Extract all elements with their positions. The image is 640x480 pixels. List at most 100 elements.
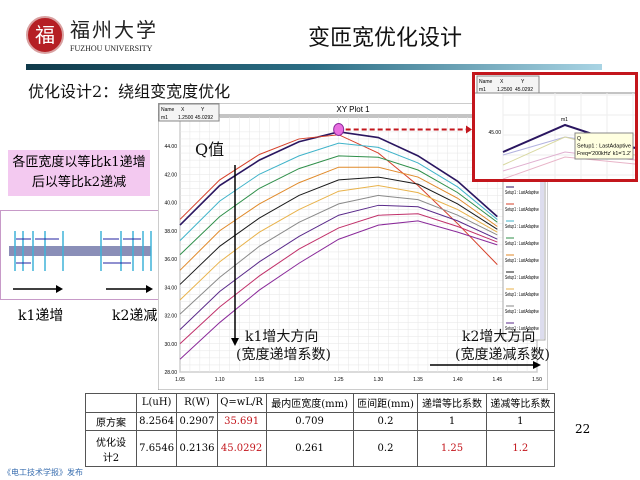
y-tick-label: 36.00 — [164, 257, 177, 263]
x-tick-label: 1.50 — [532, 377, 542, 383]
legend: Setup1 : LastAdaptive Setup1 : LastAdapti… — [502, 179, 546, 341]
legend-entry: Setup1 : LastAdaptive — [505, 258, 539, 264]
slide-title: 变匝宽优化设计 — [307, 26, 462, 51]
table-header — [85, 393, 137, 413]
marker-table-box — [158, 103, 220, 122]
university-name-en: FUZHOU UNIVERSITY — [70, 44, 153, 53]
zoom-inset-svg: Name X Ym1 1.2500 45.0292 45.00 m1 Q Setup1 : La… — [475, 75, 636, 180]
table-row: 原方案 8.2564 0.2907 35.691 0.709 0.2 1 1 — [85, 411, 556, 432]
marker-table-cell: 45.0292 — [195, 115, 213, 121]
marker-table-header: Name — [161, 107, 175, 113]
legend-entry: Setup1 : LastAdaptive — [505, 292, 539, 298]
x-tick-label: 1.20 — [294, 377, 304, 383]
marker-table-header: X — [500, 79, 504, 85]
inset-marker-table — [476, 75, 540, 94]
series-line — [179, 194, 498, 315]
k1-down-arrow-head — [231, 338, 239, 346]
note-line-1: 各匝宽度以等比k1递增 — [12, 155, 146, 170]
table-header: 递增等比系数 — [417, 393, 487, 413]
y-tick-label: 30.00 — [164, 342, 177, 348]
inset-tooltip-line: Setup1 : LastAdaptive — [577, 144, 631, 150]
x-tick-label: 1.15 — [254, 377, 264, 383]
y-tick-label: 32.00 — [164, 314, 177, 320]
table-header: 匝间距(mm) — [352, 393, 419, 413]
q-value-label: Q值 — [195, 140, 225, 159]
x-tick-label: 1.10 — [215, 377, 225, 383]
y-tick-label: 44.00 — [164, 144, 177, 150]
k2-direction-label: k2增大方向 — [462, 329, 536, 345]
k2-right-arrow-head — [533, 361, 541, 369]
table-cell: 0.2136 — [176, 430, 218, 467]
header-divider — [26, 64, 602, 70]
series-line — [179, 185, 498, 301]
y-tick-label: 28.00 — [164, 370, 177, 376]
legend-entry: Setup1 : LastAdaptive — [505, 190, 539, 196]
legend-entry: Setup1 : LastAdaptive — [505, 275, 539, 281]
y-tick-label: 38.00 — [164, 229, 177, 235]
x-tick-label: 1.25 — [334, 377, 344, 383]
legend-entry: Setup1 : LastAdaptive — [505, 309, 539, 315]
table-header: R(W) — [176, 393, 218, 413]
table-header: L(uH) — [135, 393, 178, 413]
slide-subtitle: 优化设计2：绕组变宽度优化 — [28, 82, 231, 101]
marker-table-cell: m1 — [161, 115, 168, 121]
table-cell: 0.2907 — [176, 411, 218, 432]
y-tick-label: 34.00 — [164, 285, 177, 291]
marker-table-cell: m1 — [479, 87, 486, 93]
table-cell: 8.2564 — [135, 411, 178, 432]
legend-entry: Setup1 : LastAdaptive — [505, 207, 539, 213]
table-cell: 1 — [417, 411, 487, 432]
inset-tooltip-line: Freq='200kHz' k1='1.2' — [577, 151, 631, 157]
table-cell: 7.6546 — [135, 430, 178, 467]
footer-credit: 《电工技术学报》发布 — [3, 468, 83, 477]
inset-series-line — [502, 156, 636, 180]
marker-table: Name X Ym1 1.2500 45.0292 — [158, 103, 220, 122]
marker-table-cell: 1.2500 — [178, 115, 194, 121]
table-cell: 优化设计2 — [85, 430, 137, 467]
x-tick-label: 1.40 — [453, 377, 463, 383]
inset-tooltip — [574, 132, 634, 160]
method-note: 各匝宽度以等比k1递增 后以等比k2递减 — [8, 150, 150, 196]
y-tick-label: 42.00 — [164, 172, 177, 178]
table-cell: 1.2 — [485, 430, 556, 467]
dashed-arrow-head — [466, 125, 472, 134]
winding-diagram — [0, 210, 160, 300]
table-cell: 0.2 — [352, 430, 419, 467]
y-tick-label: 40.00 — [164, 201, 177, 207]
table-header: 递减等比系数 — [485, 393, 556, 413]
series-line — [179, 166, 498, 271]
marker-table-header: Y — [521, 79, 525, 85]
table-cell: 35.691 — [216, 411, 267, 432]
m1-marker — [333, 122, 345, 136]
inset-marker-label: m1 — [561, 117, 568, 123]
table-row: 优化设计2 7.6546 0.2136 45.0292 0.261 0.2 1.… — [85, 430, 556, 467]
university-logo: 福 福州大学 FUZHOU UNIVERSITY — [26, 14, 156, 58]
winding-diagram-graphic — [9, 231, 153, 293]
university-seal: 福 — [26, 16, 64, 54]
k2-decrease-label: k2递减 — [112, 308, 158, 324]
k1-direction-desc: (宽度递增系数) — [236, 347, 331, 363]
x-tick-label: 1.30 — [373, 377, 383, 383]
marker-table-header: X — [181, 107, 185, 113]
k2-direction-desc: (宽度递减系数) — [455, 347, 550, 363]
table-header: 最内匝宽度(mm) — [265, 393, 354, 413]
inset-tooltip-line: Q — [577, 136, 581, 142]
k1-increase-label: k1递增 — [18, 308, 64, 324]
inset-y-tick: 45.00 — [488, 130, 501, 136]
x-tick-label: 1.05 — [175, 377, 185, 383]
table-cell: 1 — [485, 411, 556, 432]
table-cell: 45.0292 — [216, 430, 267, 467]
series-line — [179, 220, 498, 360]
table-cell: 0.709 — [265, 411, 354, 432]
table-header: Q=wL/R — [216, 393, 267, 413]
series-line — [179, 204, 498, 330]
marker-table-cell: 1.2500 — [497, 87, 513, 93]
table-cell: 1.25 — [417, 430, 487, 467]
chart-title: XY Plot 1 — [336, 105, 370, 114]
table-cell: 原方案 — [85, 411, 137, 432]
legend-entry: Setup1 : LastAdaptive — [505, 326, 539, 332]
table-cell: 0.261 — [265, 430, 354, 467]
university-name: 福州大学 — [70, 18, 158, 42]
legend-entry: Setup1 : LastAdaptive — [505, 241, 539, 247]
